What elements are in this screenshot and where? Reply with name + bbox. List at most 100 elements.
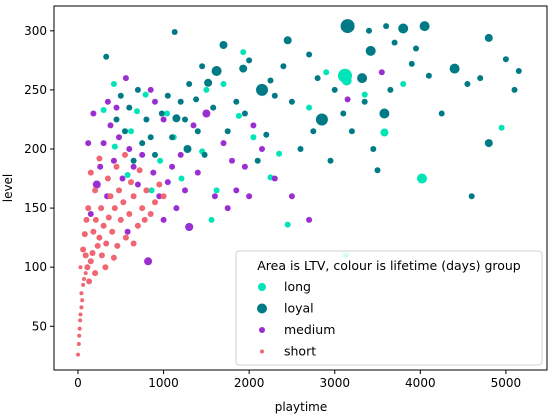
point-loyal-72 — [438, 110, 445, 117]
point-short-17 — [94, 242, 101, 249]
point-short-28 — [122, 234, 129, 241]
y-tick-label: 250 — [24, 83, 47, 97]
point-medium-35 — [306, 216, 313, 223]
point-short-31 — [134, 222, 141, 229]
point-medium-46 — [85, 140, 92, 147]
point-loyal-9 — [283, 36, 292, 45]
y-axis: 50 100 150 200 250 300 — [24, 24, 54, 333]
point-short-60 — [136, 167, 143, 174]
point-short-11 — [83, 271, 88, 276]
point-loyal-18 — [391, 39, 398, 46]
point-short-38 — [92, 187, 99, 194]
points-layer — [76, 19, 522, 357]
x-tick-label: 1000 — [148, 376, 179, 390]
point-short-45 — [81, 231, 88, 238]
point-long-32 — [110, 81, 117, 87]
x-tick-label: 4000 — [405, 376, 436, 390]
y-tick-label: 150 — [24, 201, 47, 215]
point-medium-16 — [100, 140, 107, 147]
y-axis-label: level — [1, 174, 15, 203]
point-loyal-35 — [233, 98, 240, 105]
point-short-35 — [152, 199, 158, 206]
point-loyal-54 — [122, 128, 128, 135]
point-short-55 — [116, 187, 122, 194]
point-short-51 — [110, 254, 117, 261]
point-loyal-69 — [194, 128, 201, 135]
y-tick-label: 300 — [24, 24, 47, 38]
point-long-27 — [213, 187, 220, 194]
legend-marker-long — [258, 283, 266, 291]
point-short-48 — [78, 265, 83, 270]
point-medium-43 — [229, 157, 235, 164]
point-long-33 — [134, 108, 140, 115]
point-loyal-47 — [152, 151, 158, 158]
point-short-56 — [107, 193, 114, 200]
point-loyal-4 — [256, 83, 268, 96]
point-loyal-25 — [468, 193, 475, 200]
point-short-14 — [87, 258, 94, 265]
point-short-16 — [92, 270, 99, 277]
point-loyal-71 — [241, 110, 248, 117]
point-medium-14 — [107, 122, 114, 129]
point-long-14 — [164, 110, 170, 117]
point-medium-4 — [164, 179, 171, 186]
point-short-21 — [103, 240, 110, 247]
point-long-11 — [128, 128, 134, 135]
point-loyal-20 — [425, 72, 432, 79]
point-short-57 — [92, 216, 99, 223]
point-long-25 — [498, 124, 505, 131]
point-loyal-36 — [224, 128, 231, 135]
point-loyal-21 — [477, 75, 484, 82]
point-medium-3 — [173, 205, 180, 212]
point-medium-39 — [122, 75, 129, 82]
point-loyal-62 — [340, 110, 347, 117]
point-loyal-58 — [171, 29, 178, 35]
point-medium-18 — [92, 180, 101, 189]
point-short-8 — [79, 291, 84, 296]
point-loyal-70 — [201, 151, 208, 158]
point-loyal-19 — [408, 60, 415, 67]
point-medium-5 — [156, 193, 163, 200]
x-tick-label: 5000 — [491, 376, 522, 390]
x-axis: 0 1000 2000 3000 4000 5000 — [74, 370, 521, 390]
point-short-54 — [98, 205, 105, 212]
point-long-26 — [203, 86, 210, 93]
point-loyal-3 — [365, 45, 376, 56]
legend-marker-short — [260, 349, 264, 354]
point-medium-26 — [211, 193, 218, 200]
point-medium-47 — [160, 216, 167, 223]
point-long-15 — [178, 175, 185, 182]
point-loyal-74 — [511, 86, 518, 93]
point-loyal-7 — [449, 63, 460, 74]
point-loyal-10 — [211, 66, 222, 76]
point-medium-25 — [194, 169, 201, 176]
point-loyal-31 — [271, 92, 278, 99]
point-medium-1 — [124, 228, 131, 235]
point-short-39 — [87, 169, 94, 176]
point-loyal-14 — [183, 145, 192, 153]
point-short-23 — [109, 228, 116, 235]
legend-label-long: long — [284, 279, 311, 294]
x-axis-label: playtime — [275, 400, 328, 414]
point-loyal-32 — [263, 131, 270, 138]
point-loyal-26 — [484, 139, 493, 148]
point-long-6 — [208, 216, 215, 223]
point-short-18 — [96, 234, 103, 241]
point-short-43 — [113, 163, 120, 170]
point-loyal-30 — [297, 146, 304, 152]
point-medium-37 — [344, 96, 351, 103]
point-medium-6 — [150, 169, 157, 176]
point-long-29 — [148, 187, 155, 194]
point-short-24 — [111, 205, 118, 212]
point-medium-13 — [110, 157, 117, 164]
point-medium-45 — [190, 122, 197, 129]
point-medium-42 — [169, 163, 176, 170]
point-loyal-45 — [164, 92, 171, 99]
point-short-6 — [79, 305, 84, 310]
point-short-34 — [147, 211, 154, 217]
point-loyal-11 — [239, 64, 248, 73]
legend-label-loyal: loyal — [284, 301, 314, 316]
point-loyal-29 — [310, 128, 317, 135]
point-short-32 — [139, 205, 146, 212]
